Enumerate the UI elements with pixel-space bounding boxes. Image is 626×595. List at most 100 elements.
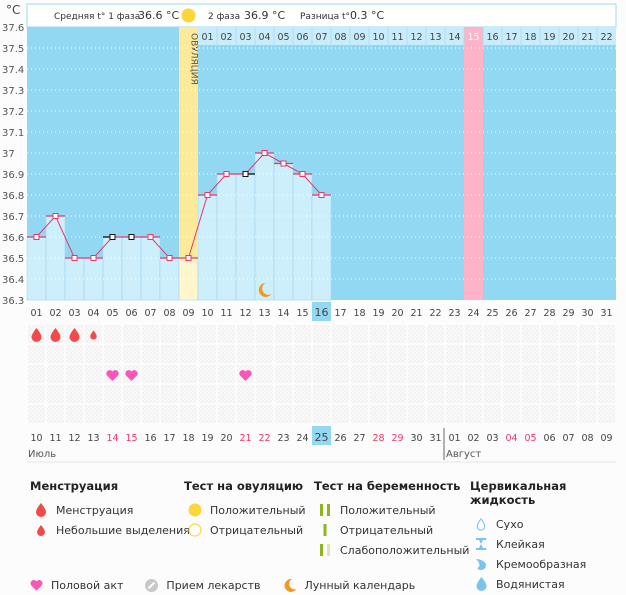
symbol-cell — [446, 325, 463, 343]
legend-pregnancy-test: Тест на беременность Положительный Отриц… — [314, 479, 469, 560]
symbol-cell — [465, 385, 482, 403]
temperature-bar — [197, 194, 218, 301]
cycle-day-label: 06 — [125, 308, 137, 319]
symbol-cell — [275, 325, 292, 343]
calendar-date-label: 09 — [600, 433, 612, 444]
temperature-bar — [159, 257, 180, 301]
calendar-date-label: 22 — [258, 433, 270, 444]
below-chart-rows: 01 02 03 04 05 06 07 08 09 10 11 12 13 14 15 16 17 18 19 20… — [27, 302, 616, 463]
temperature-point — [166, 255, 173, 261]
cycle-day-label: 14 — [277, 308, 289, 319]
heart-icon — [125, 370, 138, 381]
post-ovulation-day-label: 20 — [562, 32, 574, 43]
legend-menstruation-title: Менструация — [30, 479, 119, 493]
symbol-cell — [294, 325, 311, 343]
post-ovulation-day-label: 16 — [486, 32, 498, 43]
symbol-cell — [389, 365, 406, 383]
symbol-cell — [522, 365, 539, 383]
temperature-point — [147, 234, 154, 240]
symbol-cell — [351, 385, 368, 403]
symbol-cell — [47, 345, 64, 363]
legend-item: Лунный календарь — [283, 578, 415, 592]
cycle-day-label: 18 — [353, 308, 365, 319]
legend-label: Клейкая — [496, 537, 545, 551]
symbol-cell — [541, 405, 558, 423]
temperature-bar — [140, 236, 161, 301]
calendar-date-label: 05 — [524, 433, 536, 444]
post-ovulation-day-label: 05 — [277, 32, 289, 43]
symbol-cell — [275, 365, 292, 383]
y-tick-label: 37 — [2, 149, 15, 160]
symbol-cell — [275, 385, 292, 403]
legend-item: Отрицательный — [314, 520, 469, 540]
y-tick-label: 37.4 — [2, 65, 24, 76]
moon-icon — [258, 283, 272, 297]
symbol-cell — [351, 345, 368, 363]
post-ovulation-day-label: 18 — [524, 32, 536, 43]
post-ovulation-day-label: 02 — [220, 32, 232, 43]
symbol-cell — [408, 345, 425, 363]
symbol-cell — [427, 385, 444, 403]
legend-label: Менструация — [56, 503, 134, 517]
cycle-day-label: 02 — [49, 308, 61, 319]
symbol-cell — [85, 345, 102, 363]
symbol-cell — [598, 345, 615, 363]
symbol-cell — [389, 345, 406, 363]
calendar-date-label: 19 — [201, 433, 213, 444]
calendar-date-label: 23 — [277, 433, 289, 444]
symbol-cell — [598, 385, 615, 403]
symbol-cell — [332, 345, 349, 363]
calendar-date-label: 27 — [353, 433, 365, 444]
post-ovulation-day-label: 13 — [429, 32, 441, 43]
symbol-cell — [351, 325, 368, 343]
post-ovulation-day-label: 04 — [258, 32, 270, 43]
post-ovulation-day-label: 01 — [201, 32, 213, 43]
symbol-cell — [370, 345, 387, 363]
calendar-date-label: 29 — [391, 433, 403, 444]
watery-icon — [470, 577, 492, 591]
cycle-day-label: 11 — [220, 308, 232, 319]
temperature-point — [280, 160, 287, 167]
symbol-cell — [218, 365, 235, 383]
post-ovulation-day-label: 09 — [353, 32, 365, 43]
cycle-day-label: 20 — [391, 308, 403, 319]
heart-icon — [30, 579, 43, 591]
symbol-cell — [256, 325, 273, 343]
calendar-date-label: 26 — [334, 433, 346, 444]
cycle-day-label: 29 — [562, 308, 574, 319]
symbol-cell — [484, 385, 501, 403]
post-ovulation-day-label: 03 — [239, 32, 251, 43]
post-ovulation-day-label: 17 — [505, 32, 517, 43]
drop-icon — [30, 503, 52, 517]
temperature-bar — [121, 236, 142, 301]
legend-item: Клейкая — [470, 534, 626, 554]
cycle-day-label: 26 — [505, 308, 517, 319]
symbol-cell — [28, 365, 45, 383]
symbol-cell — [465, 405, 482, 423]
symbol-cell — [237, 325, 254, 343]
symbol-cell — [180, 405, 197, 423]
symbol-cell — [541, 345, 558, 363]
cycle-day-label: 07 — [144, 308, 156, 319]
symbol-cell — [503, 345, 520, 363]
calendar-date-label: 15 — [125, 433, 137, 444]
temperature-point — [299, 171, 306, 177]
cycle-day-label: 01 — [30, 308, 42, 319]
symbol-cell — [408, 405, 425, 423]
legend-item: Положительный — [184, 500, 306, 520]
symbol-cell — [66, 385, 83, 403]
symbol-cell — [28, 345, 45, 363]
symbol-cell — [218, 345, 235, 363]
symbol-cell — [28, 385, 45, 403]
symbol-cell — [256, 385, 273, 403]
calendar-date-label: 02 — [467, 433, 479, 444]
symbol-cell — [294, 345, 311, 363]
symbol-cell — [180, 325, 197, 343]
legend-label: Слабоположительный — [340, 543, 470, 557]
symbol-cell — [256, 365, 273, 383]
y-tick-label: 36.4 — [2, 275, 24, 286]
legend-label: Водянистая — [496, 577, 565, 591]
symbol-cell — [47, 365, 64, 383]
symbol-cell — [199, 385, 216, 403]
phase2-value: 36.9 °C — [244, 9, 285, 22]
